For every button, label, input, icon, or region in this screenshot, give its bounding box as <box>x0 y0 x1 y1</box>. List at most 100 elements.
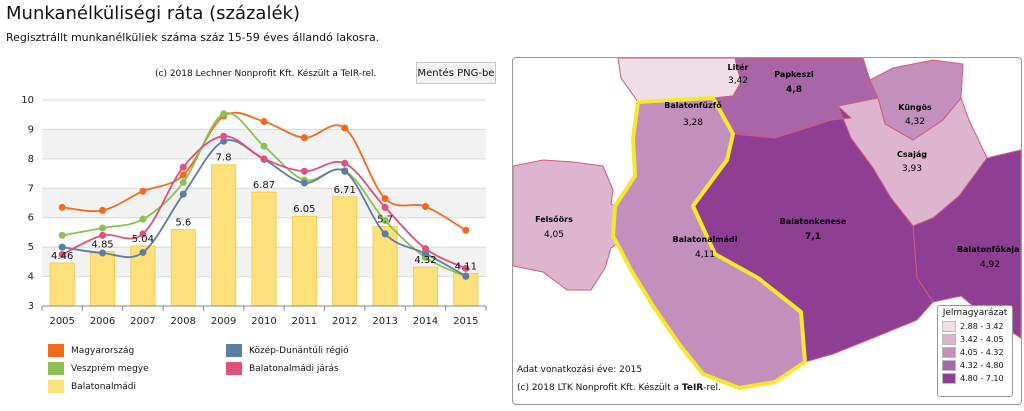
x-tick-label: 2009 <box>211 316 236 327</box>
map-legend-row: 3.42 - 4.05 <box>942 333 1008 346</box>
bar <box>170 229 196 307</box>
map-legend: Jelmagyarázat 2.88 - 3.42 3.42 - 4.05 4.… <box>937 305 1013 397</box>
y-tick-label: 6 <box>28 213 34 224</box>
chart-legend-swatch <box>48 380 64 393</box>
bar <box>453 272 479 307</box>
series-point <box>139 187 147 195</box>
map-label-liter-value: 3,42 <box>728 76 748 86</box>
save-png-button[interactable]: Mentés PNG-be <box>416 62 496 84</box>
bar-data-label: 6.05 <box>293 204 315 215</box>
map-panel[interactable]: Litér 3,42 Papkeszi 4,8 Balatonfűzfő 3,2… <box>512 57 1022 405</box>
map-label-csajag-value: 3,93 <box>902 164 922 174</box>
map-label-balatonfuzfo-value: 3,28 <box>683 118 703 128</box>
chart-legend-swatch <box>48 362 64 375</box>
map-credit-suffix: -rel. <box>703 383 721 393</box>
y-tick-label: 3 <box>28 301 34 312</box>
bar <box>291 215 317 307</box>
bar <box>211 164 237 307</box>
series-point <box>220 137 228 145</box>
map-legend-swatch <box>942 360 956 371</box>
series-point <box>220 110 228 118</box>
x-tick-label: 2006 <box>90 316 115 327</box>
map-legend-range: 3.42 - 4.05 <box>960 335 1004 344</box>
map-label-balatonfuzfo-name: Balatonfűzfő <box>664 101 722 110</box>
map-label-liter-name: Litér <box>727 62 748 72</box>
series-point <box>99 231 107 239</box>
map-credit-prefix: (c) 2018 LTK Nonprofit Kft. Készült a <box>517 383 682 393</box>
series-point <box>58 243 66 251</box>
series-point <box>381 217 389 225</box>
x-tick-label: 2015 <box>453 316 478 327</box>
series-point <box>381 195 389 203</box>
x-tick-label: 2008 <box>171 316 196 327</box>
map-legend-swatch <box>942 373 956 384</box>
chart-legend-swatch <box>226 344 242 357</box>
chart-legend-item[interactable]: Közép-Dunántúli régió <box>226 344 349 357</box>
map-credit: (c) 2018 LTK Nonprofit Kft. Készült a Te… <box>517 383 721 393</box>
chart-legend-item[interactable]: Balatonalmádi <box>48 380 136 393</box>
x-tick-label: 2011 <box>292 316 317 327</box>
bar-data-label: 6.87 <box>253 180 275 191</box>
chart-legend-swatch <box>48 344 64 357</box>
series-point <box>421 250 429 258</box>
chart-legend-swatch <box>226 362 242 375</box>
map-region-balatonalmadi[interactable] <box>611 96 807 390</box>
page-subtitle: Regisztrállt munkanélküliek száma száz 1… <box>6 31 380 44</box>
x-tick-label: 2007 <box>130 316 155 327</box>
map-label-kungos-name: Küngös <box>898 103 932 112</box>
bar <box>90 251 116 307</box>
map-legend-range: 4.32 - 4.80 <box>960 361 1004 370</box>
bar <box>372 226 398 307</box>
map-label-papkeszi-value: 4,8 <box>786 85 802 95</box>
series-point <box>341 159 349 167</box>
chart-legend-label: Veszprém megye <box>71 363 149 374</box>
map-legend-swatch <box>942 321 956 332</box>
map-legend-row: 4.80 - 7.10 <box>942 372 1008 385</box>
series-point <box>462 264 470 272</box>
series-point <box>300 167 308 175</box>
bar <box>130 245 156 307</box>
bar-data-label: 4.11 <box>455 261 477 272</box>
map-legend-swatch <box>942 334 956 345</box>
x-tick-label: 2010 <box>251 316 276 327</box>
series-point <box>179 178 187 186</box>
bar-data-label: 7.8 <box>216 153 232 164</box>
y-tick-label: 5 <box>28 242 34 253</box>
bar-data-label: 6.71 <box>334 185 356 196</box>
map-label-balatonalmadi-name: Balatonalmádi <box>673 235 738 244</box>
map-svg[interactable]: Litér 3,42 Papkeszi 4,8 Balatonfűzfő 3,2… <box>513 58 1021 404</box>
map-legend-range: 2.88 - 3.42 <box>960 322 1004 331</box>
series-point <box>260 142 268 150</box>
series-point <box>341 124 349 132</box>
map-label-balatonfokajar-name: Balatonfőkaja <box>957 245 1020 254</box>
map-region-liter[interactable] <box>617 58 742 103</box>
bar-data-label: 4.85 <box>91 240 113 251</box>
bar-data-label: 5.6 <box>175 217 191 228</box>
bar <box>49 262 75 307</box>
series-point <box>99 249 107 257</box>
unemployment-chart: 4.46 4.85 5.04 5.6 7.8 6.87 6.05 6.71 5.7 4.32 4.1… <box>21 95 487 327</box>
map-label-balatonkenese-value: 7,1 <box>805 232 821 242</box>
x-tick-label: 2012 <box>332 316 357 327</box>
map-credit-brand: TeIR <box>681 383 704 393</box>
x-tick-label: 2014 <box>413 316 438 327</box>
chart-legend-item[interactable]: Veszprém megye <box>48 362 149 375</box>
map-legend-row: 4.32 - 4.80 <box>942 359 1008 372</box>
series-point <box>179 171 187 179</box>
series-point <box>58 251 66 258</box>
series-point <box>341 167 349 175</box>
map-label-felsoors-value: 4,05 <box>544 230 564 240</box>
series-point <box>381 203 389 211</box>
chart-legend-item[interactable]: Magyarország <box>48 344 134 357</box>
series-point <box>462 226 470 234</box>
y-tick-label: 7 <box>28 183 34 194</box>
page-title: Munkanélküliségi ráta (százalék) <box>6 3 300 24</box>
bar <box>332 196 358 307</box>
series-point <box>421 245 429 253</box>
bar-data-label: 4.32 <box>414 255 436 266</box>
series-point <box>139 215 147 223</box>
chart-legend-item[interactable]: Balatonalmádi járás <box>226 362 339 375</box>
series-point <box>58 203 66 211</box>
map-label-balatonkenese-name: Balatonkenese <box>780 217 847 226</box>
chart-legend-label: Balatonalmádi járás <box>249 363 339 374</box>
